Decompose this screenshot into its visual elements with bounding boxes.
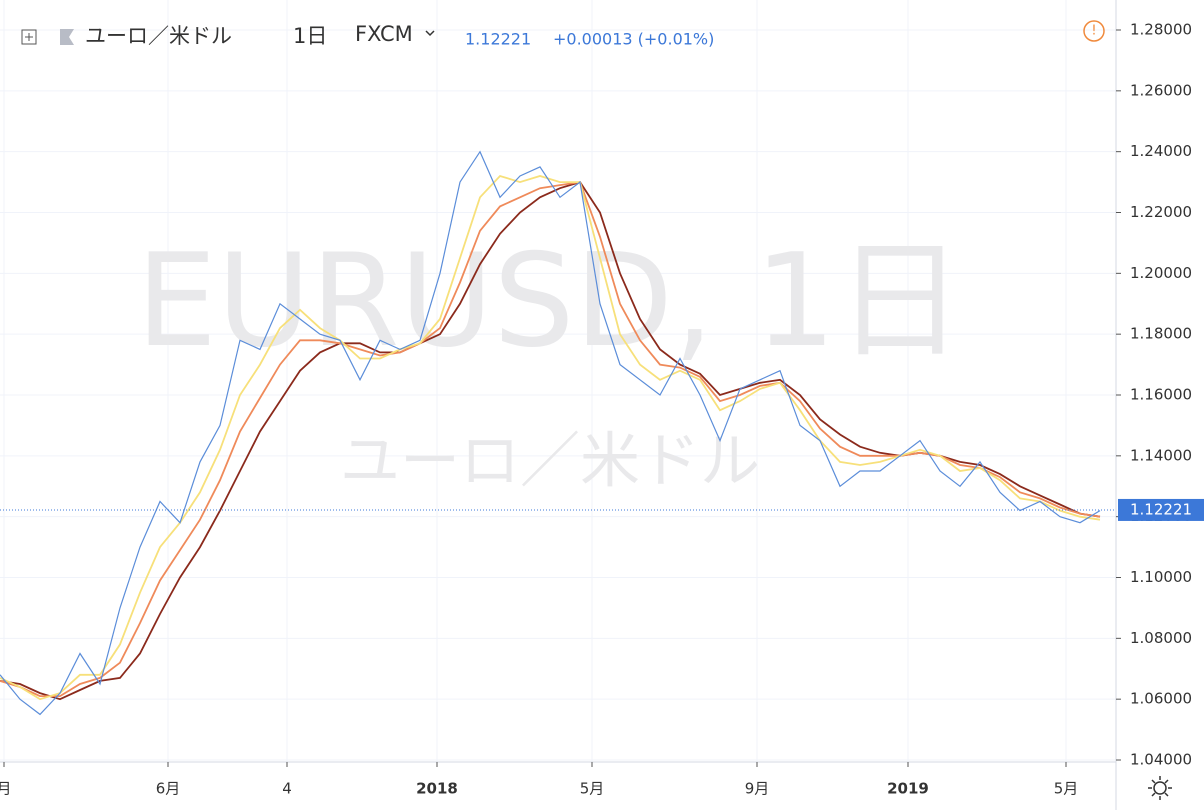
axes: 1.040001.060001.080001.100001.120001.140…	[0, 21, 1204, 798]
flag-icon[interactable]	[60, 29, 74, 45]
y-tick-label: 1.08000	[1130, 629, 1192, 647]
watermark: EURUSD, 1日	[136, 227, 964, 376]
moving-average	[0, 174, 1101, 701]
price-line	[0, 150, 1101, 716]
add-icon[interactable]	[21, 29, 37, 45]
alert-icon: !	[1091, 24, 1096, 39]
symbol[interactable]: ユーロ／米ドル	[85, 24, 232, 48]
grid	[0, 0, 1116, 762]
x-tick-label: 9月	[745, 780, 770, 798]
header-price: 1.12221	[465, 30, 531, 49]
y-tick-label: 1.20000	[1130, 264, 1192, 282]
source[interactable]: FXCM	[355, 22, 413, 46]
settings-icon	[1148, 776, 1172, 800]
dropdown-icon[interactable]	[425, 30, 435, 37]
x-tick-label: 2019	[887, 780, 929, 798]
moving-average	[0, 181, 1101, 697]
x-tick-label: 5月	[1054, 780, 1079, 798]
y-tick-label: 1.26000	[1130, 81, 1192, 99]
y-tick-label: 1.10000	[1130, 568, 1192, 586]
y-tick-label: 1.22000	[1130, 203, 1192, 221]
y-tick-label: 1.24000	[1130, 142, 1192, 160]
add-icon	[25, 33, 33, 41]
x-tick-label: 月	[0, 780, 12, 798]
last-price-box	[1118, 498, 1204, 521]
alert-icon[interactable]	[1083, 20, 1105, 42]
x-tick-label: 6月	[156, 780, 181, 798]
x-tick-label: 4	[282, 780, 292, 798]
y-tick-label: 1.06000	[1130, 690, 1192, 708]
y-tick-label: 1.18000	[1130, 325, 1192, 343]
plot	[0, 150, 1116, 716]
x-tick-label: 2018	[416, 780, 458, 798]
y-tick-label: 1.28000	[1130, 21, 1192, 39]
header-change: +0.00013 (+0.01%)	[553, 30, 714, 49]
watermark-sub: ユーロ／米ドル	[340, 427, 760, 497]
settings-icon[interactable]	[1153, 781, 1167, 795]
interval[interactable]: 1日	[293, 24, 327, 48]
y-tick-label: 1.14000	[1130, 446, 1192, 464]
y-tick-label: 1.16000	[1130, 386, 1192, 404]
y-tick-label: 1.04000	[1130, 751, 1192, 769]
last-price-label: 1.12221	[1130, 500, 1192, 518]
x-tick-label: 5月	[580, 780, 605, 798]
